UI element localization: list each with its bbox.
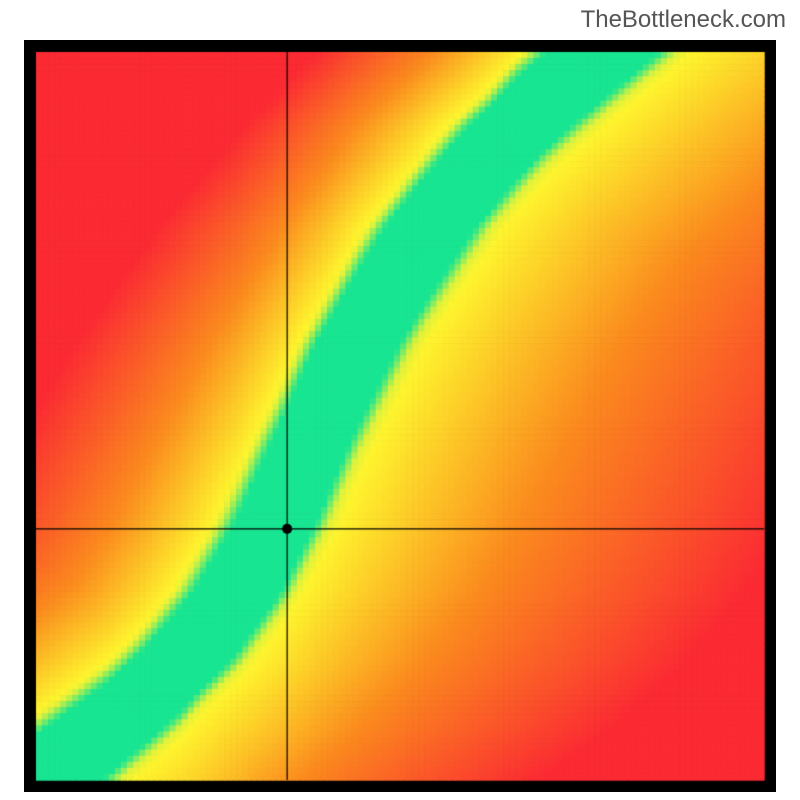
bottleneck-chart: TheBottleneck.com	[0, 0, 800, 800]
plot-area	[24, 40, 776, 792]
watermark-text: TheBottleneck.com	[581, 6, 786, 34]
heatmap-canvas	[24, 40, 776, 792]
